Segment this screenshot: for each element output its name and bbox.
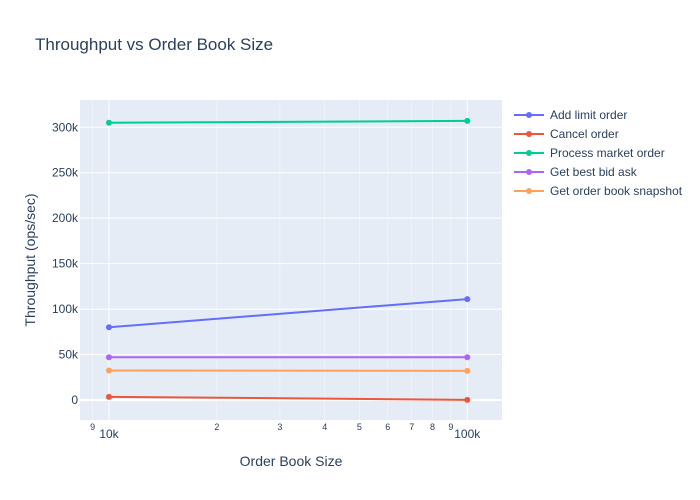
data-point <box>464 367 471 374</box>
y-tick-label: 300k <box>52 120 79 134</box>
legend-marker <box>526 169 532 175</box>
legend-label: Get order book snapshot <box>550 184 683 198</box>
data-point <box>105 354 112 361</box>
x-minor-tick-label: 3 <box>277 422 282 432</box>
chart-title: Throughput vs Order Book Size <box>35 35 273 54</box>
x-minor-tick-label: 5 <box>357 422 362 432</box>
data-point <box>464 396 471 403</box>
x-minor-tick-label: 8 <box>430 422 435 432</box>
legend: Add limit order Cancel order Process marke… <box>514 108 683 198</box>
legend-marker <box>526 188 532 194</box>
series-line <box>108 119 468 124</box>
legend-label: Add limit order <box>550 108 627 122</box>
x-minor-tick-label: 6 <box>385 422 390 432</box>
y-tick-label: 200k <box>52 211 79 225</box>
tick-labels: 9 2 3 4 5 6 7 8 9 10k 100k 0 50k 100k 150k 200k 250k 300k <box>52 120 481 441</box>
x-minor-tick-label: 7 <box>409 422 414 432</box>
y-tick-label: 0 <box>71 393 78 407</box>
data-point <box>105 324 112 331</box>
y-tick-label: 50k <box>59 348 79 362</box>
x-tick-label: 100k <box>454 427 481 441</box>
series-line <box>108 298 468 329</box>
legend-marker <box>526 150 532 156</box>
data-point <box>464 354 471 361</box>
legend-marker <box>526 112 532 118</box>
y-axis-title: Throughput (ops/sec) <box>22 193 38 326</box>
data-point <box>105 393 112 400</box>
legend-label: Get best bid ask <box>550 165 638 179</box>
x-tick-label: 10k <box>99 427 119 441</box>
x-minor-tick-label: 4 <box>322 422 327 432</box>
y-tick-label: 100k <box>52 302 79 316</box>
x-minor-tick-label: 9 <box>448 422 453 432</box>
plot-area <box>80 100 502 420</box>
data-point <box>464 296 471 303</box>
data-point <box>464 117 471 124</box>
y-tick-label: 150k <box>52 257 79 271</box>
data-point <box>105 367 112 374</box>
legend-marker <box>526 131 532 137</box>
series-line <box>108 395 468 401</box>
x-axis-title: Order Book Size <box>240 453 343 469</box>
legend-label: Cancel order <box>550 127 619 141</box>
data-point <box>105 119 112 126</box>
grid-lines <box>80 100 502 420</box>
data-series <box>105 117 471 403</box>
legend-label: Process market order <box>550 146 665 160</box>
x-minor-tick-label: 2 <box>214 422 219 432</box>
y-tick-label: 250k <box>52 166 79 180</box>
x-minor-tick-label: 9 <box>90 422 95 432</box>
